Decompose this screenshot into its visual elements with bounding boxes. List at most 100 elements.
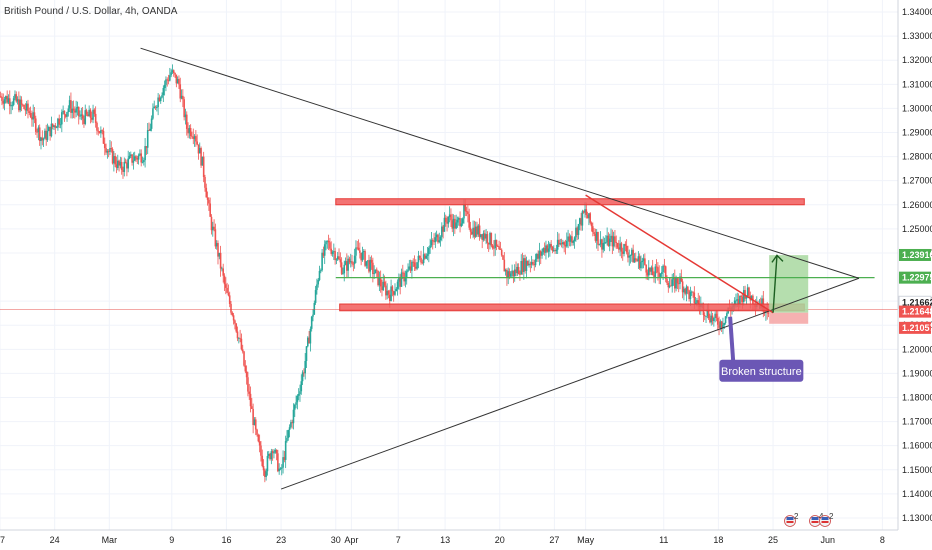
stop-loss-box[interactable]	[769, 312, 809, 324]
candle-385	[500, 248, 503, 257]
candle-201	[261, 449, 264, 468]
candle-30	[38, 124, 41, 146]
candle-443	[576, 226, 578, 241]
candle-196	[254, 417, 257, 436]
candle-14	[18, 91, 20, 113]
candle-531	[690, 290, 693, 296]
candle-10	[12, 95, 15, 107]
candle-98	[127, 150, 129, 173]
event-badges[interactable]: 242	[784, 512, 835, 527]
candle-15	[19, 95, 21, 113]
candle-217	[282, 450, 284, 474]
candle-433	[563, 240, 565, 253]
price-tick-15: 1.18000	[902, 393, 932, 403]
candle-35	[45, 124, 48, 146]
candle-363	[472, 220, 474, 239]
price-tag-0[interactable]: 1.23916	[899, 248, 932, 261]
candle-548	[713, 317, 715, 327]
event-badge-2[interactable]: 2	[819, 512, 835, 527]
price-axis[interactable]: 1.34000 1.33000 1.32000 1.31000 1.30000 1.290…	[897, 0, 932, 550]
candle-88	[114, 153, 116, 168]
upper-trendline[interactable]	[140, 47, 860, 279]
candle-17	[21, 103, 24, 107]
candle-556	[723, 322, 726, 329]
candle-471	[612, 231, 615, 251]
candle-25	[32, 104, 34, 127]
candle-225	[292, 403, 295, 430]
candle-287	[373, 265, 375, 279]
candle-316	[411, 260, 413, 279]
candle-36	[46, 123, 49, 142]
candle-205	[266, 451, 269, 476]
candle-421	[547, 240, 550, 258]
candle-541	[703, 312, 706, 321]
candle-280	[364, 249, 366, 268]
candle-315	[409, 259, 412, 273]
target-arrow[interactable]	[772, 255, 778, 313]
candle-524	[681, 278, 684, 299]
candle-105	[136, 155, 139, 165]
candle-2	[2, 93, 5, 109]
candle-121	[157, 93, 159, 116]
candle-57	[74, 106, 76, 119]
candle-233	[303, 368, 305, 377]
support-zone[interactable]	[339, 303, 805, 312]
lower-trendline[interactable]	[280, 277, 860, 490]
candle-302	[392, 290, 395, 302]
candle-111	[144, 137, 146, 168]
candle-498	[647, 260, 650, 281]
candle-494	[642, 254, 645, 269]
candle-137	[178, 75, 180, 89]
candle-54	[70, 92, 72, 119]
event-badge-0[interactable]: 2	[784, 512, 800, 527]
candle-434	[564, 239, 567, 255]
event-badge-count-0: 2	[794, 512, 799, 521]
candle-506	[658, 265, 660, 285]
resistance-zone[interactable]	[335, 198, 805, 206]
candle-281	[365, 261, 368, 269]
candle-481	[625, 239, 628, 255]
candle-126	[163, 80, 166, 96]
candle-231	[300, 374, 303, 395]
candle-370	[481, 233, 483, 249]
candle-158	[205, 183, 208, 198]
candle-425	[552, 245, 555, 253]
candle-95	[123, 157, 126, 177]
svg-text:1.22975: 1.22975	[902, 273, 932, 283]
candle-173	[225, 277, 227, 295]
candle-16	[20, 96, 23, 112]
candle-431	[560, 238, 563, 248]
candle-215	[279, 467, 282, 471]
price-tag-4[interactable]: 1.21057	[899, 321, 932, 334]
candle-470	[611, 229, 614, 255]
candle-442	[575, 219, 577, 242]
candle-278	[361, 246, 364, 262]
candle-402	[523, 254, 525, 280]
price-tag-3[interactable]: 1.21648	[899, 305, 932, 318]
time-tick-12: May	[577, 535, 595, 545]
candle-401	[521, 252, 524, 275]
candle-193	[251, 397, 253, 410]
drawings[interactable]: Broken structure	[0, 47, 898, 490]
price-tag-1[interactable]: 1.22975	[899, 271, 932, 284]
red-trendline[interactable]	[585, 194, 774, 314]
candle-439	[571, 230, 573, 246]
time-tick-1: 24	[50, 535, 60, 545]
candle-52	[67, 105, 70, 117]
candle-204	[265, 468, 267, 481]
candle-292	[379, 270, 382, 293]
candle-273	[355, 240, 357, 264]
broken-structure-callout[interactable]: Broken structure	[719, 359, 804, 382]
candle-228	[296, 394, 299, 410]
candle-390	[507, 267, 510, 285]
candle-527	[685, 284, 688, 302]
time-tick-5: 23	[276, 535, 286, 545]
candle-100	[129, 151, 132, 158]
candle-43	[55, 125, 58, 129]
candle-399	[519, 270, 521, 281]
candle-503	[654, 264, 657, 284]
candle-262	[340, 257, 343, 275]
candle-513	[667, 281, 670, 293]
